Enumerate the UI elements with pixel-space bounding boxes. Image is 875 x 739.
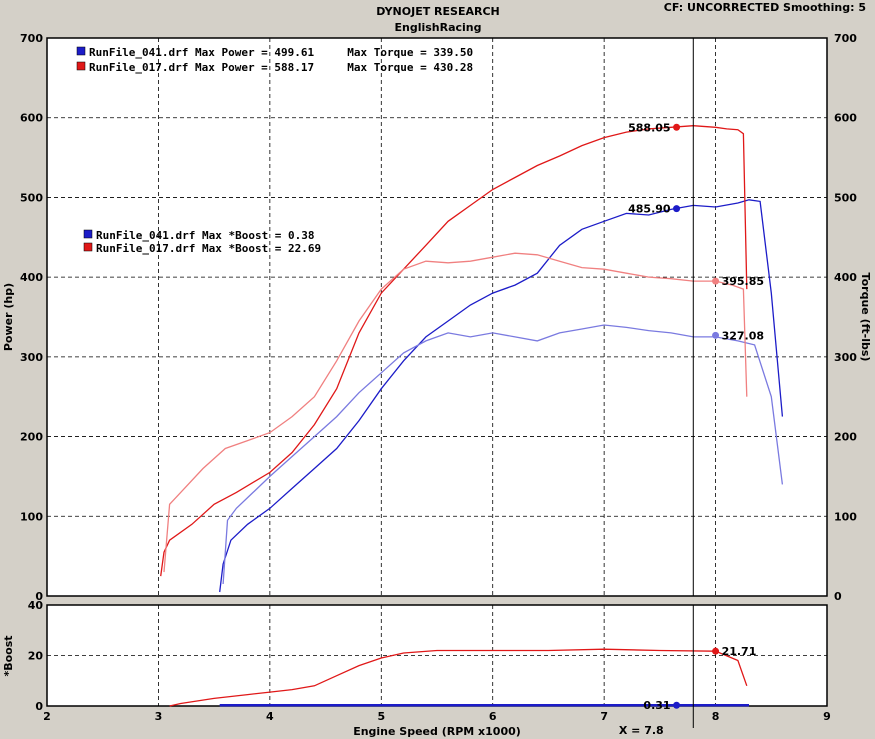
torque-tick-label: 700 [834,32,857,45]
torque-axis-label: Torque (ft-lbs) [859,273,872,362]
power-tick-label: 500 [20,191,43,204]
x-tick-label: 5 [377,710,385,723]
power-marker-point [712,331,720,339]
legend-swatch-017 [76,61,86,71]
boost-tick-label: 0 [35,700,43,713]
legend-boost-017: RunFile_017.drf Max *Boost = 22.69 [96,242,321,255]
x-tick-label: 9 [823,710,831,723]
chart-subtitle: EnglishRacing [394,21,481,34]
torque-tick-label: 300 [834,351,857,364]
power-tick-label: 100 [20,510,43,523]
power-marker-point [673,123,681,131]
chart-title: DYNOJET RESEARCH [376,5,499,18]
power-tick-label: 300 [20,351,43,364]
power-marker-point [673,205,681,213]
legend-power-041: RunFile_041.drf Max Power = 499.61 Max T… [89,46,473,59]
power-line-runfile-041-drf [219,199,784,593]
power-tick-label: 600 [20,112,43,125]
torque-tick-label: 100 [834,510,857,523]
power-tick-label: 200 [20,431,43,444]
x-tick-label: 3 [155,710,163,723]
boost-legend: RunFile_041.drf Max *Boost = 0.38 RunFil… [83,229,321,255]
x-tick-label: 6 [489,710,497,723]
boost-tick-label: 40 [28,599,44,612]
x-tick-label: 2 [43,710,51,723]
power-tick-label: 0 [35,590,43,603]
legend-boost-swatch-017 [83,242,93,252]
power-axis-label: Power (hp) [2,283,15,351]
cursor-readout: X = 7.8 [619,724,664,737]
power-marker-label: 588.05 [628,121,670,134]
series-layer [160,125,784,707]
grid-layer [47,38,827,706]
x-tick-label: 8 [712,710,720,723]
boost-plot-area [46,604,828,707]
legend-swatch-041 [76,46,86,56]
legend-boost-041: RunFile_041.drf Max *Boost = 0.38 [96,229,315,242]
x-tick-label: 7 [600,710,608,723]
torque-tick-label: 600 [834,112,857,125]
boost-marker-point [673,701,681,709]
power-legend: RunFile_041.drf Max Power = 499.61 Max T… [76,46,473,74]
torque-line-runfile-017-drf [163,252,748,573]
torque-line-runfile-041-drf [222,324,784,585]
torque-tick-label: 400 [834,271,857,284]
boost-tick-label: 20 [28,650,44,663]
torque-tick-label: 500 [834,191,857,204]
boost-marker-label: 0.31 [643,699,670,712]
power-marker-point [712,277,720,285]
power-tick-label: 400 [20,271,43,284]
boost-marker-label: 21.71 [722,645,757,658]
power-marker-label: 327.08 [722,329,764,342]
x-axis-label: Engine Speed (RPM x1000) [353,725,521,738]
correction-info: CF: UNCORRECTED Smoothing: 5 [664,1,866,14]
marker-layer: 588.05 485.90 395.85 327.08 21.71 0.31 [628,121,764,712]
boost-axis-label: *Boost [2,635,15,676]
boost-marker-point [712,647,720,655]
power-marker-label: 395.85 [722,275,764,288]
boost-line-runfile-017-drf [169,648,748,707]
torque-tick-label: 200 [834,431,857,444]
torque-tick-label: 0 [834,590,842,603]
legend-power-017: RunFile_017.drf Max Power = 588.17 Max T… [89,61,473,74]
power-tick-label: 700 [20,32,43,45]
legend-boost-swatch-041 [83,229,93,239]
x-tick-label: 4 [266,710,274,723]
power-marker-label: 485.90 [628,203,671,216]
power-plot-area [46,37,828,597]
